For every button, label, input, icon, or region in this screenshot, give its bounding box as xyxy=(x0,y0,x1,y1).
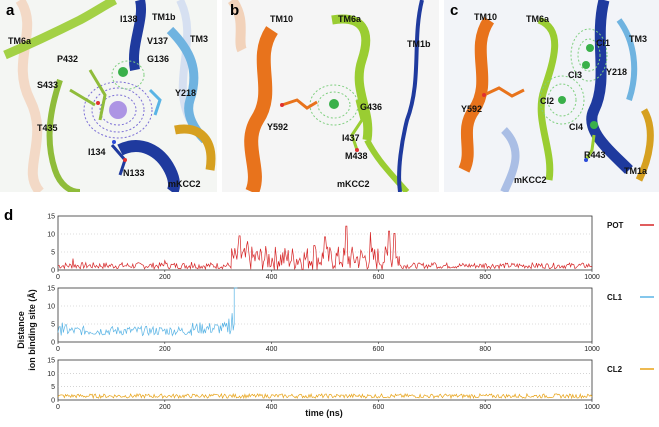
x-tick-label: 200 xyxy=(159,404,171,411)
y-axis-title-line2: ion binding site (Å) xyxy=(27,289,37,371)
label-tm6a: TM6a xyxy=(338,14,362,24)
x-tick-label: 0 xyxy=(56,346,60,353)
x-tick-label: 600 xyxy=(373,404,385,411)
x-axis-title: time (ns) xyxy=(305,408,343,418)
y-tick-label: 15 xyxy=(47,358,55,365)
y-tick-label: 15 xyxy=(47,286,55,293)
label-m438: M438 xyxy=(345,151,368,161)
label-tm3: TM3 xyxy=(190,34,208,44)
panel-b-illustration: b TM10 TM6a TM1b Y592 G436 I437 M438 mKC… xyxy=(222,0,439,192)
x-tick-label: 0 xyxy=(56,274,60,281)
label-cl1: Cl1 xyxy=(596,38,610,48)
label-mkcc2: mKCC2 xyxy=(514,175,547,185)
legend-label-pot: POT xyxy=(607,221,624,230)
x-tick-label: 800 xyxy=(479,274,491,281)
label-tm6a: TM6a xyxy=(526,14,550,24)
panel-c-structure: c TM10 TM6a TM3 Cl1 Cl3 Y218 Cl2 Y592 Cl… xyxy=(444,0,659,192)
series-line-pot xyxy=(57,225,593,271)
label-cl4: Cl4 xyxy=(569,122,583,132)
panel-a-letter: a xyxy=(6,2,15,19)
label-tm1b: TM1b xyxy=(407,39,431,49)
label-tm3: TM3 xyxy=(629,34,647,44)
plot-frame xyxy=(57,287,593,343)
label-g136: G136 xyxy=(147,54,169,64)
label-mkcc2: mKCC2 xyxy=(168,179,201,189)
label-v137: V137 xyxy=(147,36,168,46)
panel-d-chart: d Distance ion binding site (Å) time (ns… xyxy=(0,200,659,422)
label-tm10: TM10 xyxy=(270,14,293,24)
label-s433: S433 xyxy=(37,80,58,90)
label-i138: I138 xyxy=(120,14,138,24)
x-tick-label: 400 xyxy=(266,346,278,353)
label-i134: I134 xyxy=(88,147,106,157)
x-tick-label: 0 xyxy=(56,404,60,411)
panel-d-letter: d xyxy=(4,207,13,224)
x-tick-label: 200 xyxy=(159,274,171,281)
panel-a-structure: a TM6a I138 TM1b V137 TM3 G136 P432 S433… xyxy=(0,0,217,192)
y-tick-label: 10 xyxy=(47,371,55,378)
x-tick-label: 600 xyxy=(373,346,385,353)
plot-frame xyxy=(57,215,593,271)
panel-c-illustration: c TM10 TM6a TM3 Cl1 Cl3 Y218 Cl2 Y592 Cl… xyxy=(444,0,659,192)
y-tick-label: 5 xyxy=(51,250,55,257)
x-tick-label: 600 xyxy=(373,274,385,281)
series-line-cl1 xyxy=(57,287,238,337)
panel-b-structure: b TM10 TM6a TM1b Y592 G436 I437 M438 mKC… xyxy=(222,0,439,192)
label-cl2: Cl2 xyxy=(540,96,554,106)
label-g436: G436 xyxy=(360,102,382,112)
label-y218: Y218 xyxy=(606,67,627,77)
label-n133: N133 xyxy=(123,168,145,178)
y-tick-label: 5 xyxy=(51,384,55,391)
label-y592: Y592 xyxy=(267,122,288,132)
y-tick-label: 0 xyxy=(51,340,55,347)
legend-label-cl2: CL2 xyxy=(607,365,623,374)
label-y218: Y218 xyxy=(175,88,196,98)
x-tick-label: 400 xyxy=(266,274,278,281)
label-t435: T435 xyxy=(37,123,58,133)
y-tick-label: 15 xyxy=(47,214,55,221)
distance-timeseries-chart: d Distance ion binding site (Å) time (ns… xyxy=(4,207,654,418)
plot-frame xyxy=(57,359,593,401)
y-tick-label: 5 xyxy=(51,322,55,329)
y-axis-title-line1: Distance xyxy=(16,311,26,349)
panel-c-letter: c xyxy=(450,2,458,19)
label-y592: Y592 xyxy=(461,104,482,114)
label-mkcc2: mKCC2 xyxy=(337,179,370,189)
x-tick-label: 800 xyxy=(479,346,491,353)
y-tick-label: 0 xyxy=(51,398,55,405)
label-tm6a: TM6a xyxy=(8,36,32,46)
series-line-cl2 xyxy=(57,392,593,400)
x-tick-label: 1000 xyxy=(584,274,600,281)
label-i437: I437 xyxy=(342,133,360,143)
y-tick-label: 0 xyxy=(51,268,55,275)
legend-label-cl1: CL1 xyxy=(607,293,623,302)
panel-a-illustration: a TM6a I138 TM1b V137 TM3 G136 P432 S433… xyxy=(0,0,217,192)
x-tick-label: 800 xyxy=(479,404,491,411)
label-tm1b: TM1b xyxy=(152,12,176,22)
label-r443: R443 xyxy=(584,150,606,160)
y-tick-label: 10 xyxy=(47,304,55,311)
y-tick-label: 10 xyxy=(47,232,55,239)
label-cl3: Cl3 xyxy=(568,70,582,80)
label-tm1a: TM1a xyxy=(624,166,648,176)
x-tick-label: 200 xyxy=(159,346,171,353)
panel-b-letter: b xyxy=(230,2,239,19)
x-tick-label: 1000 xyxy=(584,346,600,353)
x-tick-label: 400 xyxy=(266,404,278,411)
x-tick-label: 1000 xyxy=(584,404,600,411)
label-tm10: TM10 xyxy=(474,12,497,22)
label-p432: P432 xyxy=(57,54,78,64)
